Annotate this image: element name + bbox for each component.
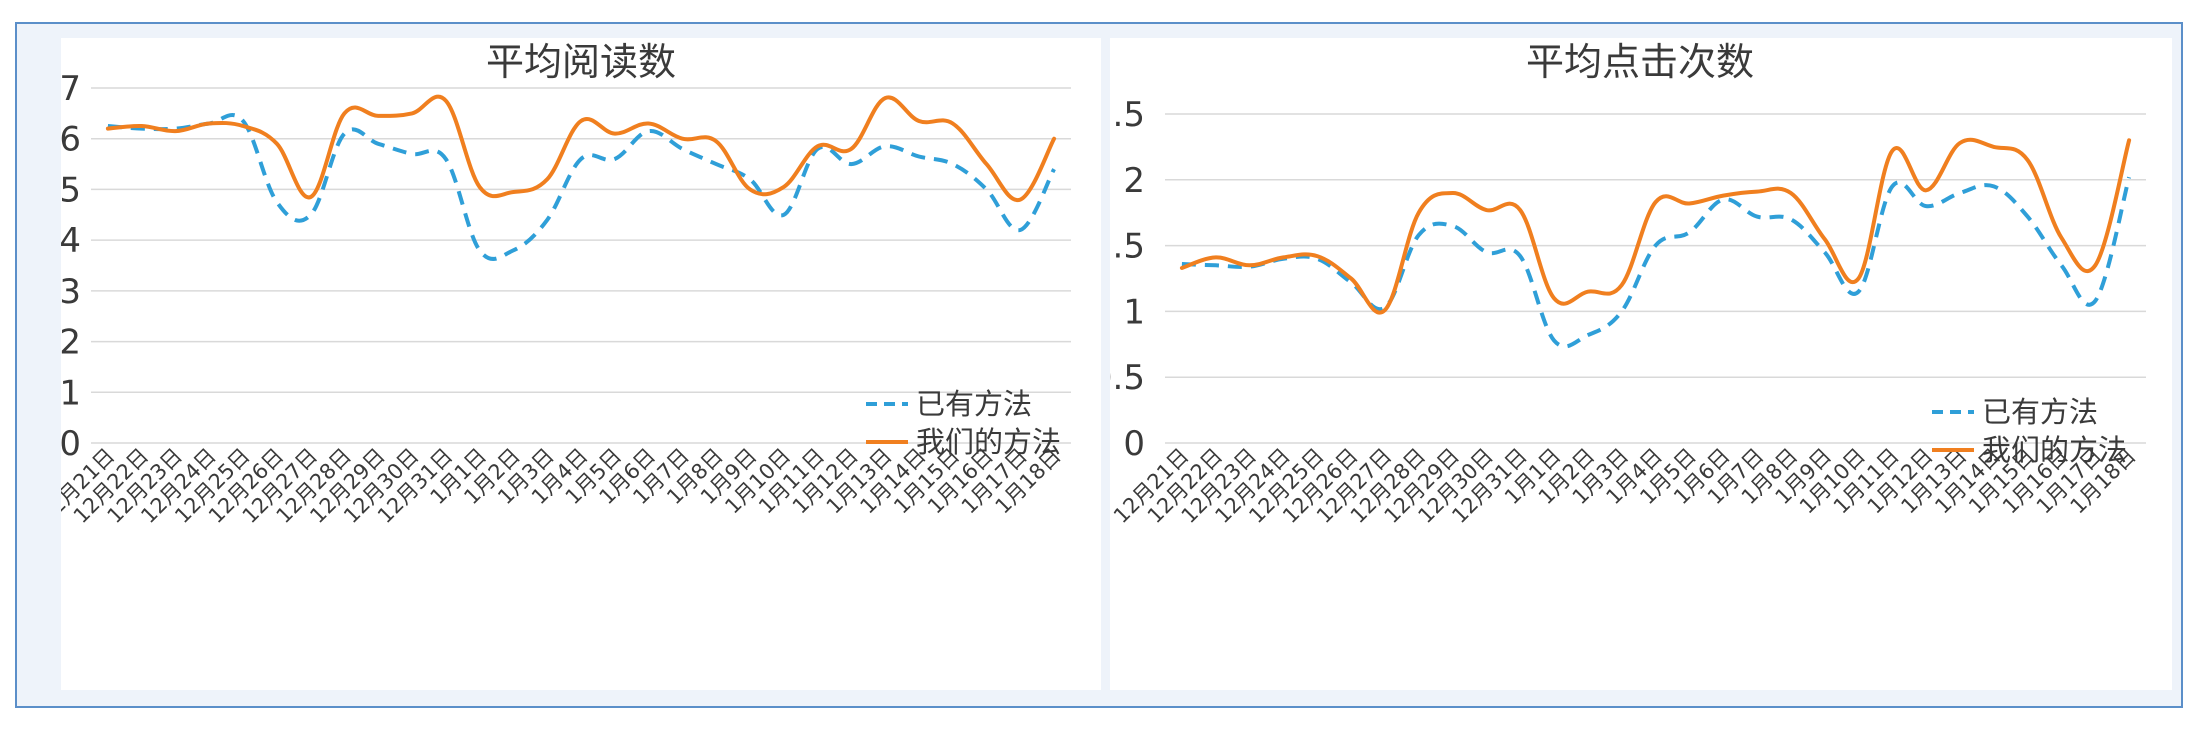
legend-label: 已有方法 [1982,395,2098,429]
chart-frame: 平均阅读数 0 1 2 3 4 5 6 7 12月21日 12月22日 12月23日 12月24日 12月… [15,22,2183,708]
series-line-2 [105,94,1057,202]
legend-label: 已有方法 [916,387,1032,421]
chart-title: 平均阅读数 [486,40,676,84]
y-tick-label: 2.5 [1110,95,1145,135]
y-tick-label: 2 [61,323,81,363]
y-tick-label: 4 [61,221,81,261]
y-tick-label: 1.5 [1110,227,1145,267]
y-tick-label: 1 [61,373,81,413]
series-line-1 [107,113,1056,261]
y-tick-label: 1 [1123,292,1145,332]
y-tick-label: 0 [1123,424,1145,464]
legend-label: 我们的方法 [1982,433,2127,467]
y-tick-label: 0.5 [1110,358,1145,398]
y-tick-label: 3 [61,272,81,312]
click-chart: 平均点击次数00.511.522.512月21日12月22日12月23日12月2… [1110,40,2146,528]
reading-chart: 平均阅读数0123456712月21日12月22日12月23日12月24日12月… [61,40,1071,528]
series-line-1 [1181,176,2132,349]
y-tick-label: 0 [61,424,81,464]
y-tick-label: 7 [61,69,81,109]
y-tick-label: 6 [61,120,81,160]
legend-label: 我们的方法 [916,425,1061,459]
chart-title: 平均点击次数 [1526,40,1754,84]
y-tick-label: 5 [61,170,81,210]
y-tick-label: 2 [1123,161,1145,201]
click-chart-panel: 平均点击次数00.511.522.512月21日12月22日12月23日12月2… [1110,38,2172,690]
series-line-2 [1179,137,2132,315]
reading-chart-panel: 平均阅读数 0 1 2 3 4 5 6 7 12月21日 12月22日 12月23日 12月24日 12月… [61,38,1101,690]
